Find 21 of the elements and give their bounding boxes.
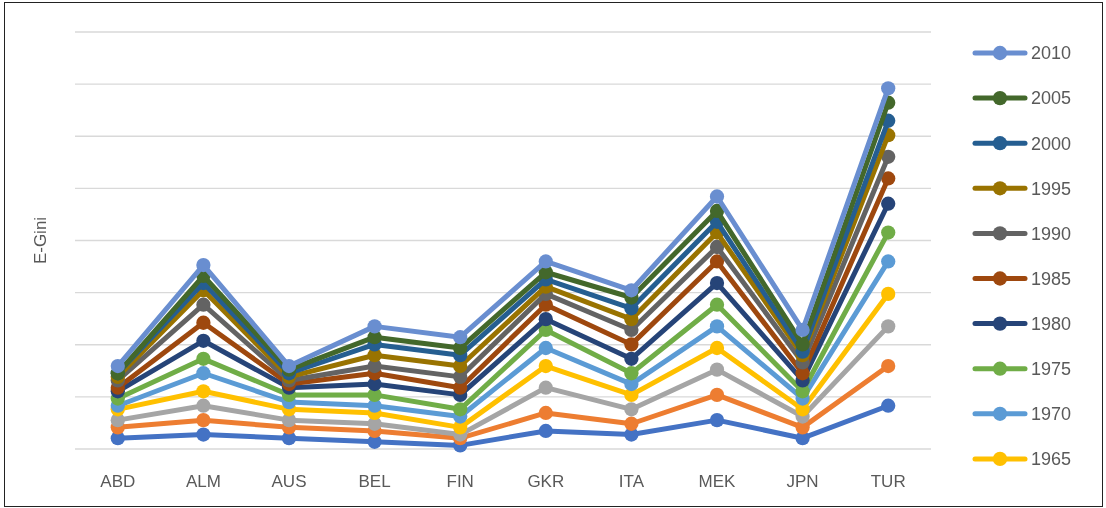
x-tick-label: JPN: [786, 472, 819, 491]
x-tick-label: GKR: [527, 472, 565, 491]
legend-label: 1985: [1031, 268, 1072, 289]
legend-label: 1975: [1031, 359, 1072, 379]
x-tick-label: TUR: [870, 472, 906, 491]
legend-label: 1995: [1031, 178, 1072, 199]
x-tick-label: MEK: [698, 472, 737, 491]
x-tick-label: AUS: [271, 472, 307, 491]
legend-label: 2010: [1031, 43, 1072, 64]
x-tick-label: ITA: [618, 472, 645, 491]
x-tick-label: ALM: [185, 472, 221, 491]
x-tick-label: ABD: [100, 472, 136, 491]
legend-label: 1980: [1031, 313, 1072, 334]
legend-label: 1970: [1031, 404, 1072, 425]
y-axis-title: E-Gini: [31, 216, 50, 265]
legend-label: 1965: [1031, 449, 1072, 470]
legend-label: 2000: [1031, 133, 1072, 154]
legend-label: 1990: [1031, 223, 1072, 244]
x-tick-label: FIN: [446, 472, 474, 491]
legend-label: 2005: [1031, 88, 1072, 109]
x-tick-label: BEL: [358, 472, 391, 491]
